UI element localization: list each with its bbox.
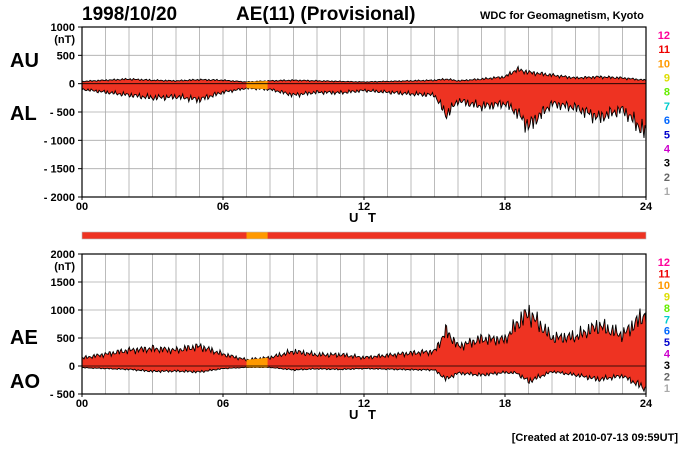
upper-y-tick-label: 0: [69, 79, 75, 91]
upper-legend-3: 3: [664, 158, 670, 170]
lower-legend-5: 5: [664, 337, 670, 349]
upper-legend-9: 9: [664, 73, 670, 85]
status-strip: [82, 232, 646, 239]
upper-y-tick-label: - 2000: [44, 192, 75, 204]
upper-x-axis-label: U T: [349, 210, 379, 225]
source-label: WDC for Geomagnetism, Kyoto: [480, 10, 644, 22]
lower-legend-10: 10: [658, 280, 670, 292]
upper-panel-upper-label: AU: [10, 50, 39, 72]
lower-legend-4: 4: [664, 349, 671, 361]
lower-legend-12: 12: [658, 257, 670, 269]
lower-legend-8: 8: [664, 303, 670, 315]
lower-legend-7: 7: [664, 314, 670, 326]
lower-y-tick-label: 1500: [51, 277, 75, 289]
lower-x-axis-label: U T: [349, 407, 379, 422]
upper-legend-10: 10: [658, 58, 670, 70]
lower-legend-1: 1: [664, 383, 670, 395]
lower-gap-region: [246, 357, 268, 368]
lower-y-tick-label: 1000: [51, 305, 75, 317]
lower-panel-lower-label: AO: [10, 371, 40, 393]
upper-legend-5: 5: [664, 129, 670, 141]
lower-legend-3: 3: [664, 360, 670, 372]
upper-y-tick-label: 1000: [51, 22, 75, 34]
upper-y-tick-label: - 1500: [44, 164, 75, 176]
upper-legend-4: 4: [664, 143, 671, 155]
lower-y-axis-label: (nT): [54, 261, 75, 273]
upper-gap-region: [246, 80, 268, 90]
upper-x-tick-label: 00: [76, 201, 88, 213]
lower-x-tick-label: 06: [217, 398, 229, 410]
lower-legend-2: 2: [664, 372, 670, 384]
lower-y-tick-label: 500: [57, 333, 75, 345]
upper-x-tick-label: 06: [217, 201, 229, 213]
upper-legend-7: 7: [664, 101, 670, 113]
lower-x-tick-label: 12: [358, 398, 370, 410]
status-strip-frame: [81, 231, 647, 240]
date-label: 1998/10/20: [82, 4, 178, 25]
upper-legend-11: 11: [658, 44, 670, 56]
lower-y-tick-label: 2000: [51, 249, 75, 261]
upper-y-tick-label: 500: [57, 50, 75, 62]
lower-x-tick-label: 24: [640, 398, 653, 410]
upper-y-tick-label: - 500: [50, 107, 75, 119]
lower-y-tick-label: 0: [69, 361, 75, 373]
upper-panel-lower-label: AL: [10, 103, 37, 125]
upper-legend-2: 2: [664, 172, 670, 184]
status-strip-gap: [246, 232, 268, 239]
lower-x-tick-label: 00: [76, 398, 88, 410]
lower-legend-9: 9: [664, 291, 670, 303]
upper-x-tick-label: 24: [640, 201, 653, 213]
upper-x-tick-label: 12: [358, 201, 370, 213]
upper-legend-1: 1: [664, 186, 670, 198]
chart-title: AE(11) (Provisional): [236, 4, 416, 25]
lower-y-tick-label: - 500: [50, 389, 75, 401]
upper-legend-6: 6: [664, 115, 670, 127]
lower-x-tick-label: 18: [499, 398, 511, 410]
lower-panel-upper-label: AE: [10, 327, 38, 349]
upper-legend-12: 12: [658, 30, 670, 42]
upper-y-axis-label: (nT): [54, 34, 75, 46]
lower-legend-11: 11: [658, 268, 670, 280]
upper-legend-8: 8: [664, 87, 670, 99]
upper-y-tick-label: - 1000: [44, 135, 75, 147]
created-timestamp: [Created at 2010-07-13 09:59UT]: [511, 432, 678, 444]
lower-legend-6: 6: [664, 326, 670, 338]
upper-x-tick-label: 18: [499, 201, 511, 213]
